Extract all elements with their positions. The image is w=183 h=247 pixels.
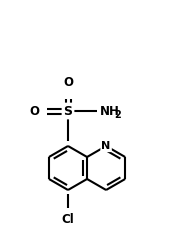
- Text: NH: NH: [100, 104, 120, 118]
- Text: 2: 2: [114, 109, 121, 120]
- Text: S: S: [64, 104, 72, 118]
- Text: O: O: [29, 104, 39, 118]
- Text: Cl: Cl: [62, 213, 74, 226]
- Text: O: O: [63, 76, 73, 89]
- Text: N: N: [102, 141, 111, 151]
